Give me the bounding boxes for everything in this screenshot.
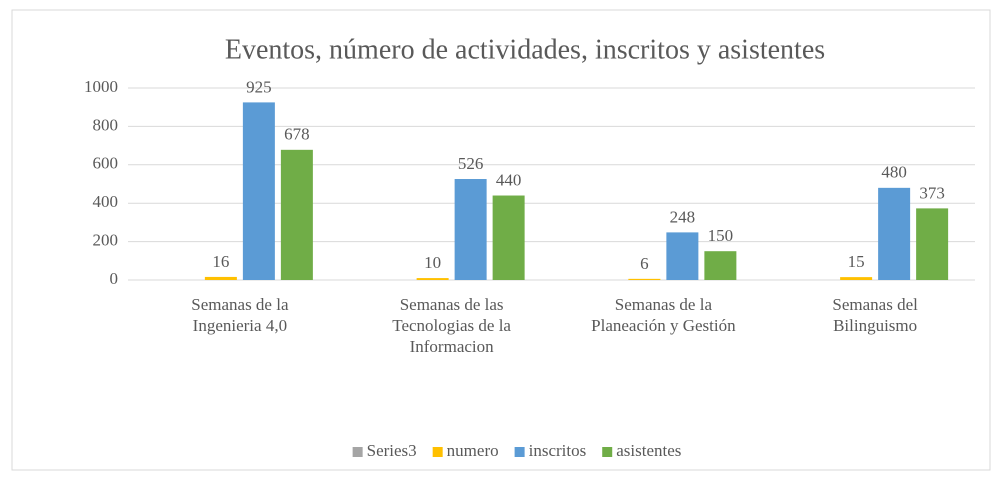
legend-label: Series3	[367, 441, 417, 460]
legend-label: asistentes	[616, 441, 681, 460]
x-tick-label: Semanas de las Tecnologias de la Informa…	[392, 295, 511, 356]
bar	[878, 187, 911, 280]
bar	[916, 208, 949, 280]
bar	[280, 149, 313, 280]
data-label: 6	[640, 254, 649, 273]
x-tick-label: Semanas de la Planeación y Gestión	[591, 295, 736, 335]
data-label: 480	[881, 163, 907, 182]
data-label: 526	[458, 154, 484, 173]
legend-swatch	[352, 447, 363, 457]
legend-swatch	[432, 447, 443, 457]
y-tick-label: 800	[93, 115, 119, 134]
x-tick-label: Semanas del Bilinguismo	[832, 295, 918, 335]
y-tick-label: 400	[93, 192, 119, 211]
y-tick-label: 1000	[84, 77, 118, 96]
data-label: 150	[708, 226, 734, 245]
legend-label: numero	[447, 441, 499, 460]
data-label: 15	[848, 252, 865, 271]
bar	[492, 195, 525, 280]
bar	[416, 278, 449, 280]
y-tick-label: 600	[93, 154, 119, 173]
data-label: 10	[424, 253, 441, 272]
data-label: 925	[246, 77, 272, 96]
bar	[666, 232, 699, 280]
y-tick-label: 0	[110, 269, 119, 288]
data-label: 248	[670, 207, 696, 226]
bar	[242, 102, 275, 281]
data-label: 678	[284, 125, 310, 144]
data-label: 440	[496, 170, 522, 189]
x-tick-label: Semanas de la Ingenieria 4,0	[191, 295, 289, 335]
chart-title: Eventos, número de actividades, inscrito…	[225, 34, 825, 65]
y-tick-label: 200	[93, 231, 119, 250]
data-label: 373	[919, 183, 945, 202]
data-label: 16	[212, 252, 229, 271]
bar	[454, 179, 487, 280]
bar	[204, 276, 237, 280]
bar	[840, 277, 873, 280]
legend-label: inscritos	[529, 441, 587, 460]
bar	[704, 251, 737, 280]
bar	[628, 278, 661, 280]
legend-swatch	[602, 447, 613, 457]
legend-swatch	[514, 447, 525, 457]
